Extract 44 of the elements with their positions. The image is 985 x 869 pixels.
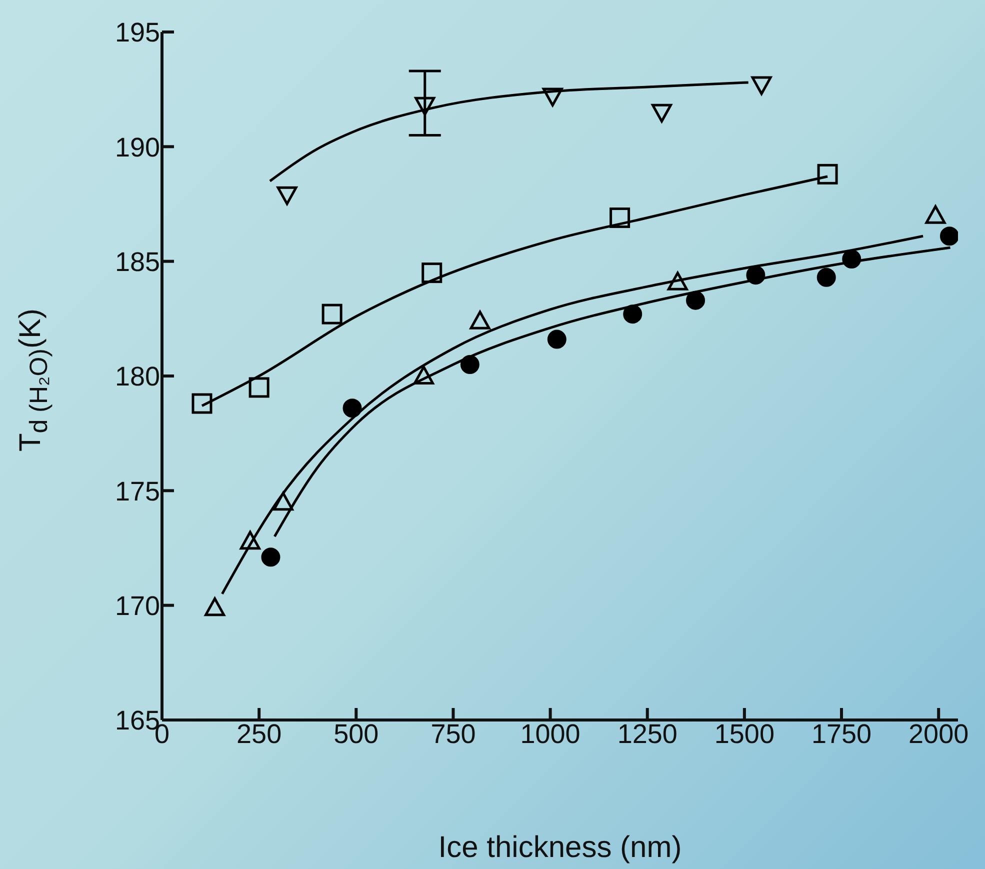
point [686,290,706,310]
point [413,366,434,384]
point [547,330,566,349]
y-tick-label: 175 [114,476,160,506]
point [204,597,226,616]
x-tick-label: 1750 [811,719,872,750]
point [240,530,260,550]
point [460,355,480,374]
point [248,377,270,398]
point [342,398,362,418]
y-tick-label: 170 [114,590,160,621]
point [276,186,298,206]
line-series [220,234,924,596]
point [322,304,342,324]
point [272,492,294,511]
x-tick-label: 1500 [714,719,774,750]
x-axis-title: Ice thickness (nm) [438,831,682,864]
x-tick-label: 1000 [520,719,580,750]
point [817,164,838,184]
x-tick-label: 250 [236,719,282,750]
point [751,76,772,95]
point [542,88,563,106]
point [842,250,862,269]
point [261,548,280,567]
y-tick-label: 195 [114,18,160,48]
point [667,272,688,290]
point [746,266,766,285]
point [610,208,630,228]
y-tick-label: 190 [114,132,160,162]
point [192,393,212,414]
point [422,262,442,284]
point [470,310,490,330]
x-tick-label: 500 [334,719,379,750]
point [816,268,836,287]
point [414,96,436,116]
point [925,205,946,224]
point [623,304,642,324]
x-tick-label: 750 [430,719,476,750]
y-tick-label: 185 [114,246,160,277]
x-tick-label: 1250 [617,719,678,750]
point [940,226,958,246]
y-tick-label: 180 [114,362,160,392]
point [651,104,672,123]
x-tick-label: 2000 [908,719,969,750]
